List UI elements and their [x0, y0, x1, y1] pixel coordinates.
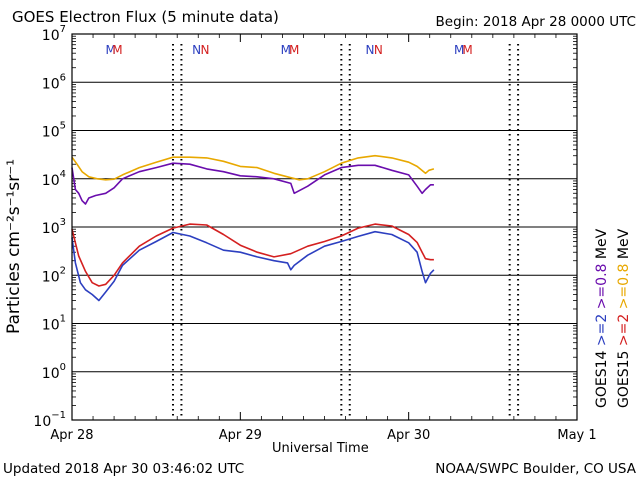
legend-column-1: GOES14 >=2 >=0.8 MeV — [594, 228, 610, 408]
y-axis-label: Particles cm⁻²s⁻¹sr⁻¹ — [4, 158, 24, 334]
eclipse-marker: N — [200, 43, 209, 57]
x-axis-label: Universal Time — [272, 441, 369, 456]
eclipse-marker: N — [365, 43, 374, 57]
data-credit: NOAA/SWPC Boulder, CO USA — [435, 461, 636, 477]
series-line — [71, 223, 434, 287]
eclipse-marker: M — [462, 43, 472, 57]
series-line — [71, 230, 435, 302]
y-tick-label: 102 — [42, 265, 66, 285]
y-tick-exponent: −1 — [51, 410, 66, 421]
x-tick-label: Apr 29 — [219, 428, 262, 443]
y-tick-label: 103 — [42, 217, 66, 237]
eclipse-marker: M — [281, 43, 291, 57]
eclipse-marker: N — [192, 43, 201, 57]
y-tick-exponent: 0 — [60, 362, 66, 373]
x-tick-label: Apr 30 — [387, 428, 430, 443]
legend-entry: >=0.8 — [594, 264, 610, 314]
x-tick-label: Apr 28 — [50, 428, 93, 443]
eclipse-marker: M — [106, 43, 116, 57]
eclipse-marker: M — [454, 43, 464, 57]
eclipse-marker: M — [112, 43, 122, 57]
y-tick-exponent: 3 — [60, 217, 66, 228]
legend-entry: >=2 — [594, 314, 610, 351]
y-tick-label: 104 — [42, 169, 66, 189]
x-tick-label: May 1 — [557, 428, 596, 443]
y-tick-exponent: 1 — [60, 314, 66, 325]
y-tick-exponent: 7 — [60, 24, 66, 35]
legend-entry: MeV — [594, 228, 610, 263]
y-tick-label: 107 — [42, 24, 66, 44]
y-tick-label: 101 — [42, 314, 66, 334]
y-tick-exponent: 5 — [60, 121, 66, 132]
y-tick-exponent: 2 — [60, 265, 66, 276]
legend-column-2: GOES15 >=2 >=0.8 MeV — [616, 228, 632, 408]
plot-frame — [71, 33, 578, 421]
y-tick-label: 105 — [42, 121, 66, 141]
legend-entry: GOES15 — [616, 351, 632, 408]
eclipse-marker: N — [374, 43, 383, 57]
series-line — [71, 162, 434, 205]
y-tick-label: 100 — [42, 362, 66, 382]
updated-timestamp: Updated 2018 Apr 30 03:46:02 UTC — [3, 461, 245, 477]
y-tick-exponent: 6 — [60, 72, 66, 83]
legend-entry: GOES14 — [594, 350, 610, 408]
begin-time: Begin: 2018 Apr 28 0000 UTC — [435, 14, 636, 30]
series-line — [71, 154, 435, 181]
legend-entry: >=2 — [616, 314, 632, 351]
legend-entry: >=0.8 — [616, 264, 632, 314]
y-tick-label: 10−1 — [33, 410, 66, 430]
legend-entry: MeV — [616, 228, 632, 263]
y-tick-label: 106 — [42, 72, 66, 92]
eclipse-marker: M — [289, 43, 299, 57]
chart-title: GOES Electron Flux (5 minute data) — [12, 8, 279, 26]
y-tick-exponent: 4 — [60, 169, 66, 180]
